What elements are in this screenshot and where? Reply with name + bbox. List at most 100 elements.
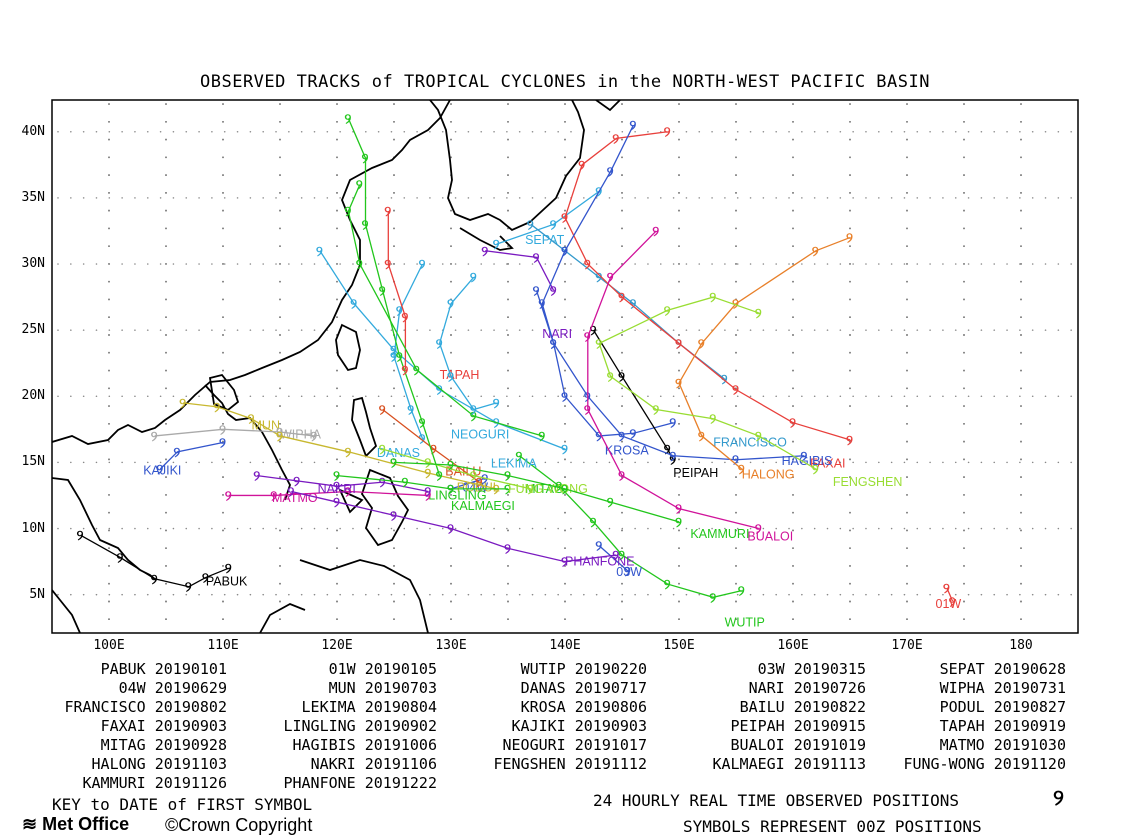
key-entry: HAGIBIS 20191006 xyxy=(292,736,438,754)
grid-dot xyxy=(792,245,794,247)
key-entry: 04W 20190629 xyxy=(118,679,227,697)
grid-dot xyxy=(223,527,226,530)
grid-dot xyxy=(659,461,662,464)
grid-dot xyxy=(839,263,842,265)
grid-dot xyxy=(963,423,965,425)
grid-dot xyxy=(980,395,983,398)
grid-dot xyxy=(1070,263,1072,265)
grid-dot xyxy=(942,197,944,199)
grid-dot xyxy=(1044,197,1047,199)
grid-dot xyxy=(82,395,85,398)
grid-dot xyxy=(108,369,110,372)
grid-dot xyxy=(906,476,908,478)
grid-dot xyxy=(507,103,509,105)
grid-dot xyxy=(659,395,662,398)
grid-dot xyxy=(762,263,765,265)
grid-dot xyxy=(647,461,649,464)
grid-dot xyxy=(963,600,965,603)
grid-dot xyxy=(403,263,406,265)
grid-dot xyxy=(678,405,680,407)
grid-dot xyxy=(826,593,829,596)
grid-dot xyxy=(70,130,72,133)
grid-dot xyxy=(313,593,316,596)
cyclone-position-icon: ୨ xyxy=(618,290,625,306)
grid-dot xyxy=(1020,227,1022,230)
grid-dot xyxy=(942,329,944,331)
cyclone-position-icon: ୨ xyxy=(550,336,557,352)
grid-dot xyxy=(336,494,338,496)
grid-dot xyxy=(172,395,175,398)
grid-dot xyxy=(352,395,354,398)
grid-dot xyxy=(82,593,85,596)
grid-dot xyxy=(906,298,908,301)
grid-dot xyxy=(570,527,572,530)
grid-dot xyxy=(275,329,277,331)
grid-dot xyxy=(393,547,395,549)
grid-dot xyxy=(735,565,737,567)
grid-dot xyxy=(165,618,167,621)
grid-dot xyxy=(172,263,175,265)
grid-dot xyxy=(165,547,167,549)
grid-dot xyxy=(249,527,252,530)
grid-dot xyxy=(450,600,452,603)
grid-dot xyxy=(159,527,162,530)
grid-dot xyxy=(963,192,965,194)
grid-dot xyxy=(403,197,406,199)
grid-dot xyxy=(222,423,224,425)
grid-dot xyxy=(564,618,566,621)
grid-dot xyxy=(906,618,908,621)
grid-dot xyxy=(1006,197,1008,199)
grid-dot xyxy=(236,527,239,530)
grid-dot xyxy=(801,263,803,265)
cyclone-position-icon: ୨ xyxy=(470,270,477,286)
grid-dot xyxy=(906,582,908,585)
grid-dot xyxy=(108,440,110,443)
grid-dot xyxy=(963,494,965,496)
grid-dot xyxy=(1020,174,1022,176)
grid-dot xyxy=(608,130,611,133)
grid-dot xyxy=(108,156,110,159)
grid-dot xyxy=(416,130,418,133)
grid-dot xyxy=(1006,395,1008,398)
grid-dot xyxy=(775,593,777,596)
grid-dot xyxy=(678,440,680,443)
grid-dot xyxy=(634,197,636,199)
grid-dot xyxy=(621,120,623,123)
grid-dot xyxy=(185,461,188,464)
grid-dot xyxy=(450,334,452,336)
grid-dot xyxy=(993,263,996,265)
grid-dot xyxy=(223,130,226,133)
grid-dot xyxy=(393,423,395,425)
grid-dot xyxy=(735,351,737,354)
grid-dot xyxy=(1019,130,1021,133)
grid-dot xyxy=(621,405,623,407)
grid-dot xyxy=(223,329,226,331)
grid-dot xyxy=(792,192,794,194)
grid-dot xyxy=(942,395,944,398)
grid-dot xyxy=(749,461,752,464)
grid-dot xyxy=(564,405,566,407)
cyclone-position-icon: ୨ xyxy=(179,396,186,412)
grid-dot xyxy=(775,197,777,199)
grid-dot xyxy=(339,263,341,265)
longitude-tick-label: 120E xyxy=(321,638,353,653)
grid-dot xyxy=(647,197,649,199)
track-label: PABUK xyxy=(206,574,248,588)
grid-dot xyxy=(678,174,680,176)
grid-dot xyxy=(963,245,965,247)
grid-dot xyxy=(736,130,739,133)
cyclone-position-icon: ୨ xyxy=(470,469,477,485)
grid-dot xyxy=(454,461,457,464)
cyclone-position-icon: ୨ xyxy=(561,482,568,498)
grid-dot xyxy=(275,197,277,199)
grid-dot xyxy=(963,458,965,461)
grid-dot xyxy=(906,280,908,283)
cyclone-position-icon: ୨ xyxy=(669,416,676,432)
grid-dot xyxy=(506,527,508,530)
grid-dot xyxy=(146,130,149,133)
grid-dot xyxy=(518,197,521,199)
grid-dot xyxy=(441,461,444,464)
grid-dot xyxy=(735,334,737,336)
key-entry: BAILU 20190822 xyxy=(739,698,866,716)
grid-dot xyxy=(352,593,354,596)
